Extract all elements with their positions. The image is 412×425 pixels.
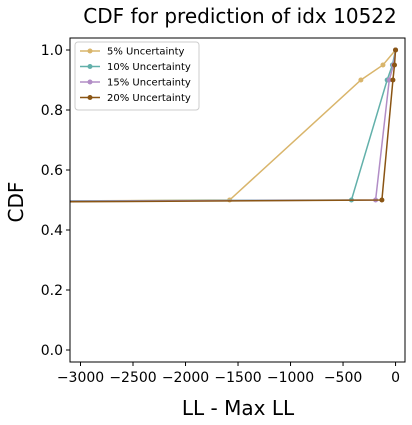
data-point <box>379 197 385 203</box>
x-tick-label: −2000 <box>162 370 209 386</box>
legend-box <box>74 41 200 111</box>
legend-label: 15% Uncertainty <box>107 78 191 89</box>
data-point <box>390 77 396 83</box>
legend: 5% Uncertainty 10% Uncertainty 15% Uncerta… <box>74 41 200 111</box>
legend-marker <box>87 64 93 69</box>
legend-marker <box>87 95 93 100</box>
x-tick-label: −3000 <box>57 370 104 386</box>
y-tick-label: 0.8 <box>41 103 63 119</box>
data-point <box>393 47 399 53</box>
y-tick-label: 0.6 <box>41 163 63 179</box>
legend-label: 10% Uncertainty <box>107 62 191 73</box>
plot-area <box>70 47 399 203</box>
data-point <box>386 77 392 83</box>
x-tick-label: −2500 <box>109 370 156 386</box>
legend-item: 5% Uncertainty <box>80 47 185 58</box>
legend-marker <box>87 48 93 54</box>
y-tick-label: 0.0 <box>41 343 63 359</box>
series-4 <box>70 47 399 203</box>
y-tick-label: 0.2 <box>41 283 63 299</box>
axes: −3000 −2500 −2000 −1500 −1000 −500 0 0.0 0.2 0.4 0… <box>41 37 406 386</box>
legend-label: 5% Uncertainty <box>107 47 185 58</box>
plot-frame <box>69 37 406 363</box>
legend-item: 20% Uncertainty <box>80 93 191 104</box>
legend-item: 15% Uncertainty <box>80 78 191 89</box>
y-tick-label: 0.4 <box>41 223 63 239</box>
y-tick-label: 1.0 <box>41 43 63 59</box>
x-tick-label: 0 <box>391 370 400 386</box>
y-axis-label: CDF <box>4 182 28 223</box>
x-axis-label: LL - Max LL <box>182 396 295 420</box>
chart-title: CDF for prediction of idx 10522 <box>83 4 397 28</box>
x-tick-label: −1000 <box>267 370 314 386</box>
data-point <box>392 62 397 68</box>
data-point <box>358 77 364 83</box>
data-point <box>380 62 386 68</box>
x-tick-label: −500 <box>324 370 362 386</box>
x-tick-label: −1500 <box>214 370 261 386</box>
legend-item: 10% Uncertainty <box>80 62 191 73</box>
legend-label: 20% Uncertainty <box>107 93 191 104</box>
legend-marker <box>87 79 93 85</box>
